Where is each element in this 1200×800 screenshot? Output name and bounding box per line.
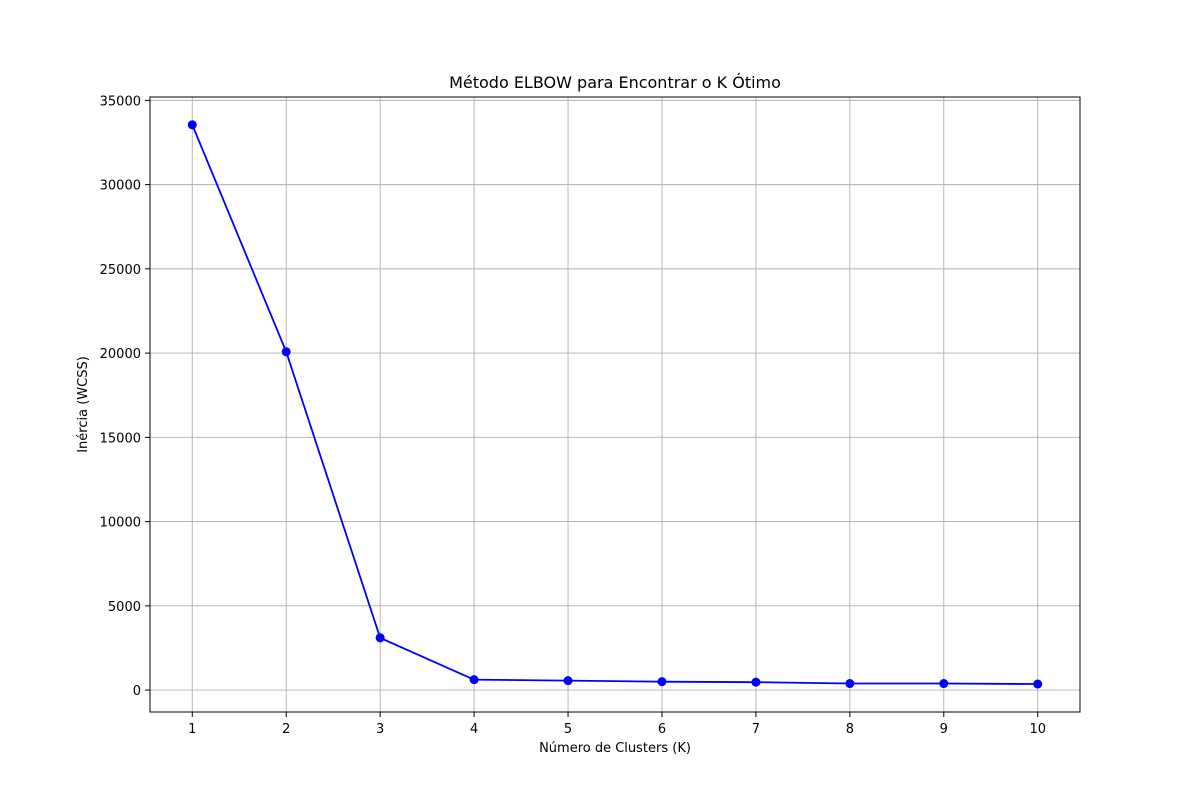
data-point xyxy=(469,675,479,685)
y-tick-label: 15000 xyxy=(100,431,141,446)
data-point xyxy=(845,679,855,689)
data-point xyxy=(1033,679,1043,689)
x-tick-label: 7 xyxy=(752,722,760,737)
y-tick-label: 35000 xyxy=(100,94,141,109)
x-tick-label: 6 xyxy=(658,722,666,737)
y-tick-label: 10000 xyxy=(100,516,141,531)
x-tick-label: 3 xyxy=(376,722,384,737)
chart-title: Método ELBOW para Encontrar o K Ótimo xyxy=(449,73,781,92)
series-line xyxy=(191,124,1038,685)
axes-frame xyxy=(149,96,1081,713)
x-axis-label: Número de Clusters (K) xyxy=(539,741,691,756)
x-tick-label: 9 xyxy=(940,722,948,737)
data-point xyxy=(563,676,573,686)
y-tick-label: 25000 xyxy=(100,263,141,278)
x-tick-label: 4 xyxy=(470,722,478,737)
grid xyxy=(150,97,1080,712)
data-point xyxy=(187,120,197,130)
y-tick-label: 20000 xyxy=(100,347,141,362)
data-point xyxy=(751,677,761,687)
y-axis-label: Inércia (WCSS) xyxy=(76,356,91,453)
y-tick-label: 0 xyxy=(133,684,141,699)
data-point xyxy=(281,347,291,357)
x-tick-label: 10 xyxy=(1029,722,1046,737)
y-tick-label: 30000 xyxy=(100,179,141,194)
x-tick-label: 5 xyxy=(564,722,572,737)
x-tick-label: 8 xyxy=(846,722,854,737)
data-point xyxy=(939,679,949,689)
ticks: 1 2 3 4 5 6 7 8 9 10 0 5000 10000 15000 20000 25000 3000… xyxy=(100,94,1046,737)
data-point xyxy=(375,633,385,643)
x-tick-label: 1 xyxy=(188,722,196,737)
x-tick-label: 2 xyxy=(282,722,290,737)
series xyxy=(187,120,1043,689)
y-tick-label: 5000 xyxy=(108,600,141,615)
data-point xyxy=(657,677,667,687)
